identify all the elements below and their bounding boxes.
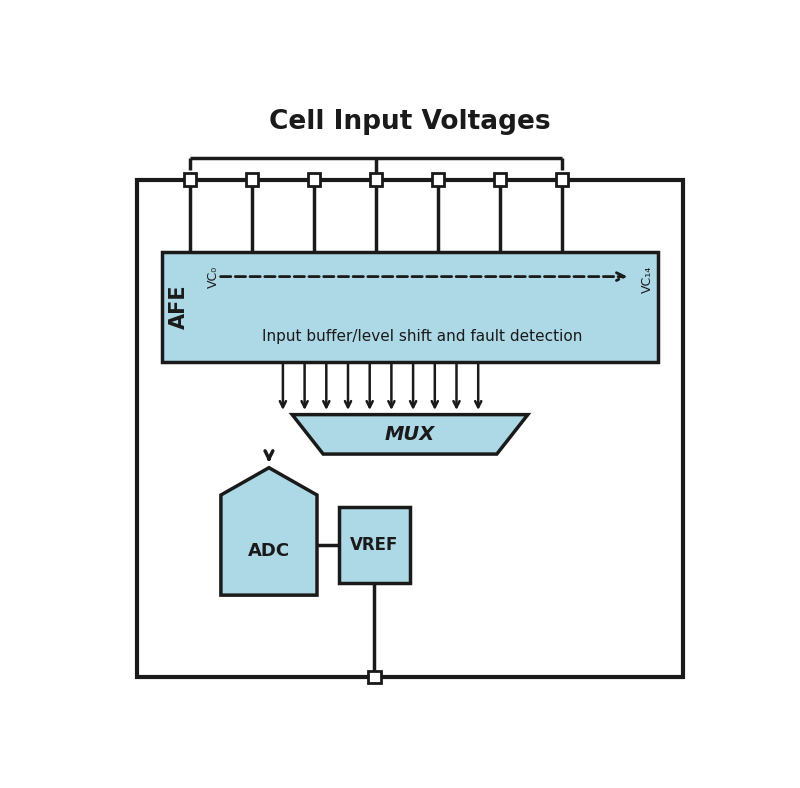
Bar [308,173,320,186]
Polygon shape [292,414,528,454]
Text: VC₀: VC₀ [206,266,220,288]
Text: VC₁₄: VC₁₄ [641,266,654,293]
Bar [138,180,682,677]
Bar [162,252,658,362]
Bar [184,173,196,186]
Text: MUX: MUX [385,425,435,444]
Text: AFE: AFE [170,284,190,329]
Text: Cell Input Voltages: Cell Input Voltages [269,109,551,135]
Text: VREF: VREF [350,536,398,554]
Bar [338,507,410,583]
Bar [370,173,382,186]
Polygon shape [221,468,317,595]
Text: Input buffer/level shift and fault detection: Input buffer/level shift and fault detec… [262,329,582,344]
Bar [432,173,444,186]
Bar [556,173,568,186]
Bar [368,671,381,683]
Bar [494,173,506,186]
Text: ADC: ADC [248,542,290,560]
Bar [246,173,258,186]
